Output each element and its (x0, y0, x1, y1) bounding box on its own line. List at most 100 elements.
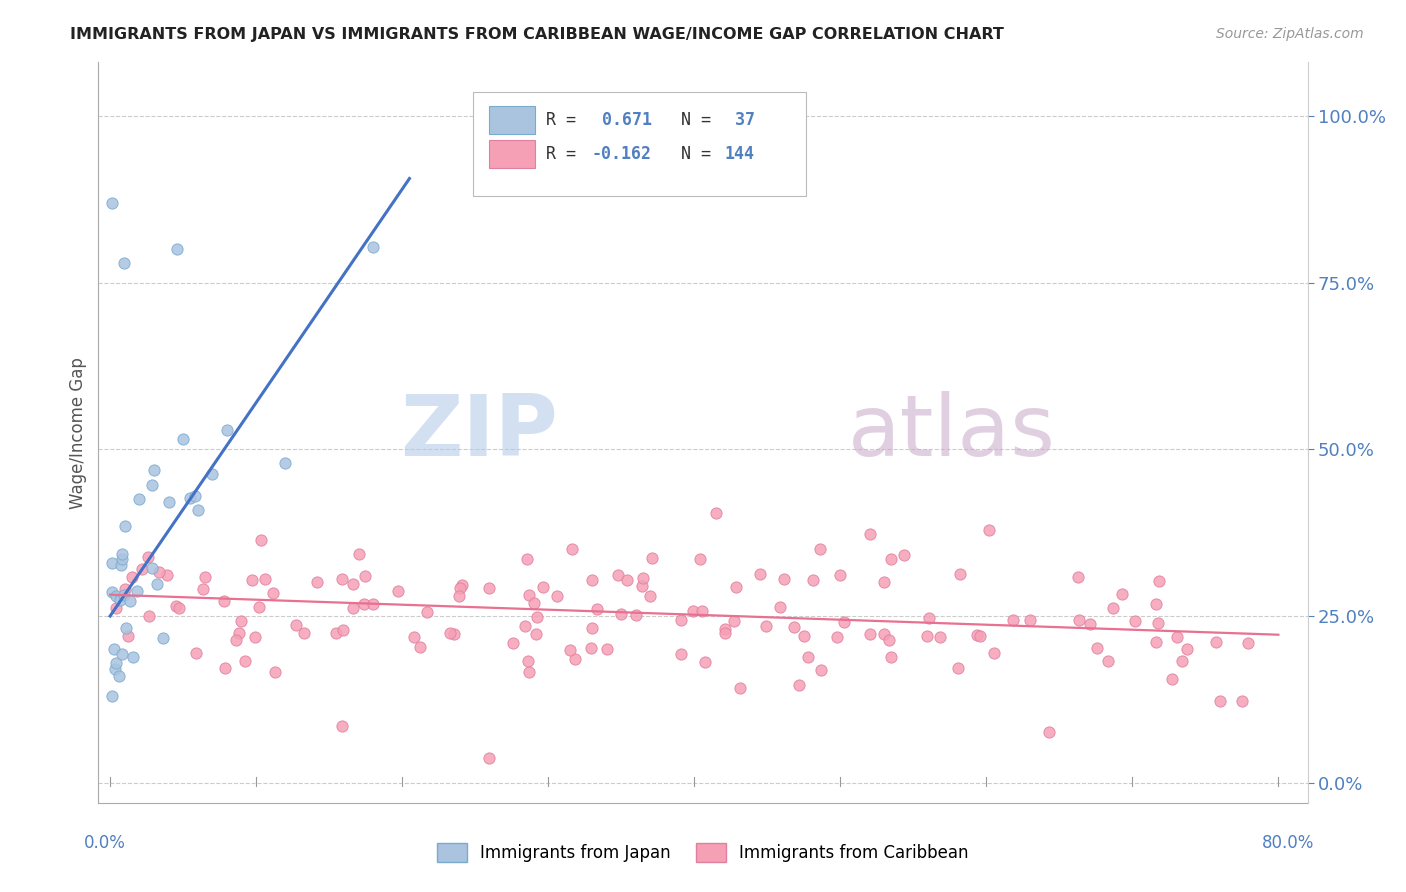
Point (117, 629, 139, 643)
Point (142, 463, 165, 477)
Text: 0.671: 0.671 (592, 112, 652, 129)
Point (754, 619, 776, 633)
Point (1111, 587, 1133, 601)
Point (262, 586, 284, 600)
Point (859, 527, 882, 541)
Point (516, 654, 538, 668)
Point (1232, 693, 1254, 707)
Text: R =: R = (546, 145, 586, 163)
Text: 0.0%: 0.0% (84, 834, 127, 852)
Point (307, 574, 329, 589)
Point (274, 456, 297, 470)
Point (141, 478, 163, 492)
Point (125, 584, 148, 599)
Point (112, 255, 135, 269)
Point (1085, 641, 1108, 656)
Point (859, 627, 882, 641)
Point (810, 663, 832, 677)
Point (1125, 614, 1147, 628)
Point (107, 669, 129, 683)
Point (225, 633, 247, 648)
Point (141, 561, 163, 575)
Point (979, 523, 1001, 537)
Bar (489, 106, 534, 135)
Point (187, 503, 209, 517)
Point (449, 581, 471, 595)
Text: R =: R = (546, 112, 586, 129)
Point (121, 650, 143, 665)
Point (387, 584, 409, 599)
Point (671, 647, 693, 661)
Point (524, 626, 547, 640)
Point (641, 551, 664, 566)
Point (1161, 672, 1184, 686)
Point (1066, 570, 1088, 584)
Point (616, 573, 638, 587)
Point (1205, 635, 1227, 649)
Point (110, 558, 132, 572)
Point (231, 614, 253, 628)
Point (146, 577, 169, 591)
Point (873, 575, 896, 590)
Point (793, 629, 815, 643)
Point (880, 552, 903, 566)
Point (114, 518, 136, 533)
Point (330, 572, 353, 586)
Point (131, 561, 153, 575)
Point (682, 604, 704, 618)
Point (215, 423, 238, 437)
Point (918, 611, 941, 625)
Text: 37: 37 (724, 112, 755, 129)
Point (404, 630, 426, 644)
Point (439, 626, 461, 640)
Point (1144, 597, 1167, 611)
Point (579, 641, 602, 656)
Text: IMMIGRANTS FROM JAPAN VS IMMIGRANTS FROM CARIBBEAN WAGE/INCOME GAP CORRELATION C: IMMIGRANTS FROM JAPAN VS IMMIGRANTS FROM… (70, 27, 1004, 42)
Point (787, 678, 810, 692)
Point (1102, 600, 1125, 615)
Bar (489, 140, 534, 169)
Point (609, 607, 631, 621)
Point (949, 566, 972, 581)
Point (247, 600, 270, 615)
Point (517, 588, 540, 602)
Point (946, 661, 969, 675)
Point (531, 580, 554, 594)
Point (138, 608, 160, 623)
Point (832, 615, 855, 629)
Point (1236, 636, 1258, 650)
Point (103, 641, 125, 656)
Point (193, 582, 215, 596)
Text: N =: N = (661, 112, 721, 129)
Point (111, 647, 134, 661)
Point (1166, 630, 1188, 644)
Point (969, 628, 991, 642)
Point (201, 467, 224, 481)
Point (361, 240, 384, 254)
Point (873, 627, 896, 641)
Text: 80.0%: 80.0% (1263, 834, 1315, 852)
Text: 144: 144 (724, 145, 755, 163)
Point (184, 490, 207, 504)
Point (111, 551, 134, 566)
Point (1175, 641, 1198, 656)
Point (284, 618, 307, 632)
Point (624, 608, 647, 623)
Point (1001, 613, 1024, 627)
Point (801, 574, 824, 588)
Point (1144, 634, 1167, 648)
Point (148, 566, 170, 580)
Point (240, 573, 263, 587)
Point (100, 195, 122, 210)
Point (513, 619, 536, 633)
Point (167, 601, 190, 615)
Point (547, 589, 569, 603)
Point (713, 626, 735, 640)
Point (235, 654, 257, 668)
Point (118, 594, 141, 608)
Point (1019, 613, 1042, 627)
Point (797, 650, 820, 665)
Point (558, 642, 581, 657)
Point (730, 681, 752, 695)
Point (724, 580, 747, 594)
